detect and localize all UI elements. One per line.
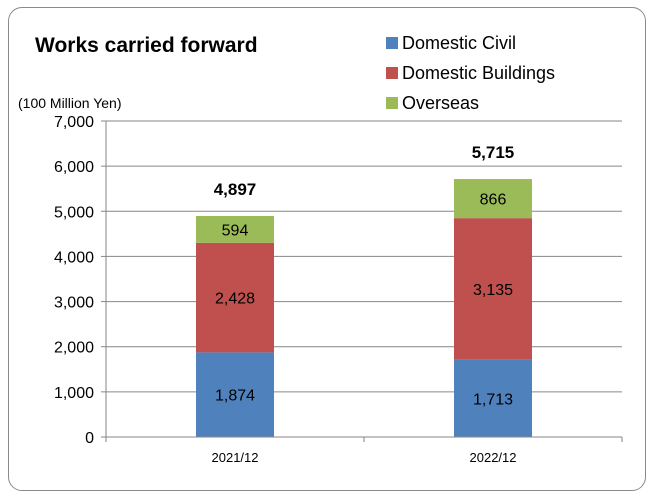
- y-tick-label: 7,000: [54, 114, 94, 131]
- data-label: 3,135: [473, 282, 513, 299]
- total-label: 4,897: [214, 180, 257, 199]
- data-label: 1,713: [473, 391, 513, 408]
- legend-swatch: [386, 37, 398, 49]
- legend: Domestic Civil Domestic Buildings Overseas: [386, 33, 555, 113]
- bar-segment: [454, 179, 532, 219]
- y-axis-label: (100 Million Yen): [18, 95, 122, 111]
- y-tick-label: 1,000: [54, 385, 94, 402]
- chart-title: Works carried forward: [35, 34, 258, 57]
- total-label: 5,715: [472, 143, 515, 162]
- x-tick-label: 2021/12: [212, 450, 259, 465]
- y-axis: 0 1,000 2,000 3,000 4,000 5,000 6,000 7,000: [54, 114, 107, 447]
- legend-label: Domestic Buildings: [402, 63, 555, 83]
- bar-segment: [196, 215, 274, 243]
- y-tick-label: 3,000: [54, 295, 94, 312]
- legend-label: Overseas: [402, 93, 479, 113]
- data-label: 594: [222, 222, 249, 239]
- legend-label: Domestic Civil: [402, 33, 516, 53]
- y-tick-label: 6,000: [54, 159, 94, 176]
- gridlines: [106, 120, 622, 438]
- y-tick-label: 0: [85, 430, 94, 447]
- x-axis: 2021/12 2022/12: [105, 436, 623, 465]
- legend-swatch: [386, 97, 398, 109]
- bar-segment: [196, 242, 274, 353]
- x-tick-label: 2022/12: [470, 450, 517, 465]
- data-label: 1,874: [215, 388, 255, 405]
- legend-swatch: [386, 67, 398, 79]
- bars: 1,874 2,428 594 4,897 1,713 3,135 866 5,715: [196, 143, 532, 437]
- y-tick-label: 5,000: [54, 204, 94, 221]
- y-tick-label: 4,000: [54, 249, 94, 266]
- bar-segment: [454, 218, 532, 360]
- y-tick-label: 2,000: [54, 340, 94, 357]
- bar-segment: [196, 352, 274, 437]
- data-label: 866: [480, 192, 507, 209]
- chart-frame: [8, 7, 646, 491]
- data-label: 2,428: [215, 291, 255, 308]
- bar-segment: [454, 359, 532, 437]
